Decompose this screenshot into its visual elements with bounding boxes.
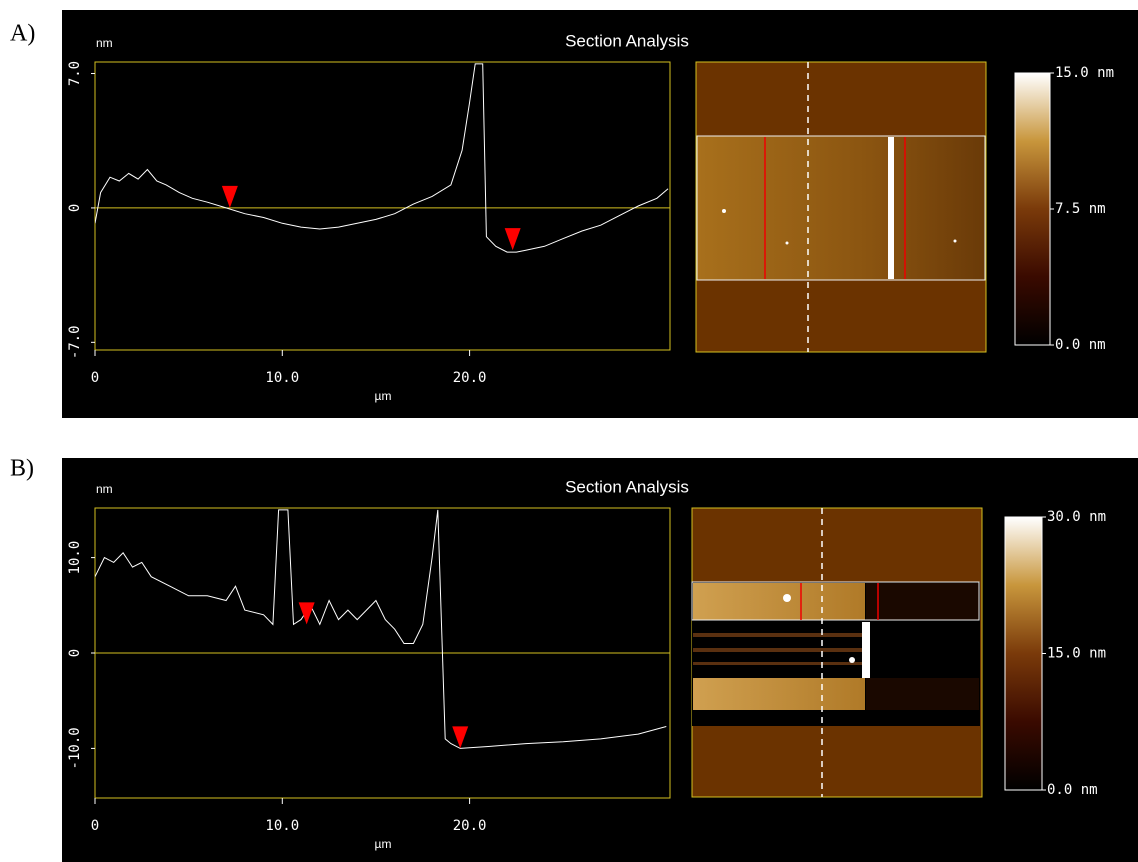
afm-image — [692, 508, 982, 797]
colorbar-label: 15.0 nm — [1055, 65, 1114, 81]
x-tick-label: 20.0 — [453, 818, 487, 834]
y-tick-label: 0 — [67, 649, 83, 657]
x-tick-label: 10.0 — [265, 370, 299, 386]
y-tick-label: -7.0 — [67, 325, 83, 359]
y-tick-label: 10.0 — [67, 541, 83, 575]
panel-label: B) — [10, 456, 34, 482]
x-tick-label: 0 — [91, 370, 99, 386]
y-tick-label: -10.0 — [67, 727, 83, 769]
colorbar-label: 0.0 nm — [1055, 337, 1106, 353]
x-tick-label: 0 — [91, 818, 99, 834]
x-axis-label: µm — [375, 389, 392, 403]
x-axis-label: µm — [375, 837, 392, 851]
panel-label: A) — [10, 21, 35, 47]
colorbar — [1005, 517, 1042, 790]
colorbar-label: 7.5 nm — [1055, 201, 1106, 217]
y-tick-label: 7.0 — [67, 61, 83, 86]
afm-image — [696, 62, 986, 352]
y-axis-label: nm — [96, 36, 113, 50]
colorbar-label: 0.0 nm — [1047, 782, 1098, 798]
x-tick-label: 20.0 — [453, 370, 487, 386]
chart-title: Section Analysis — [565, 31, 689, 50]
chart-title: Section Analysis — [565, 477, 689, 496]
y-tick-label: 0 — [67, 204, 83, 212]
y-axis-label: nm — [96, 482, 113, 496]
colorbar-label: 15.0 nm — [1047, 646, 1106, 662]
colorbar — [1015, 73, 1050, 345]
figure: A) Section Analysis nm µm -7.0 0 7.0 0 10.0 20.0 1… — [0, 0, 1138, 862]
x-tick-label: 10.0 — [265, 818, 299, 834]
colorbar-label: 30.0 nm — [1047, 509, 1106, 525]
